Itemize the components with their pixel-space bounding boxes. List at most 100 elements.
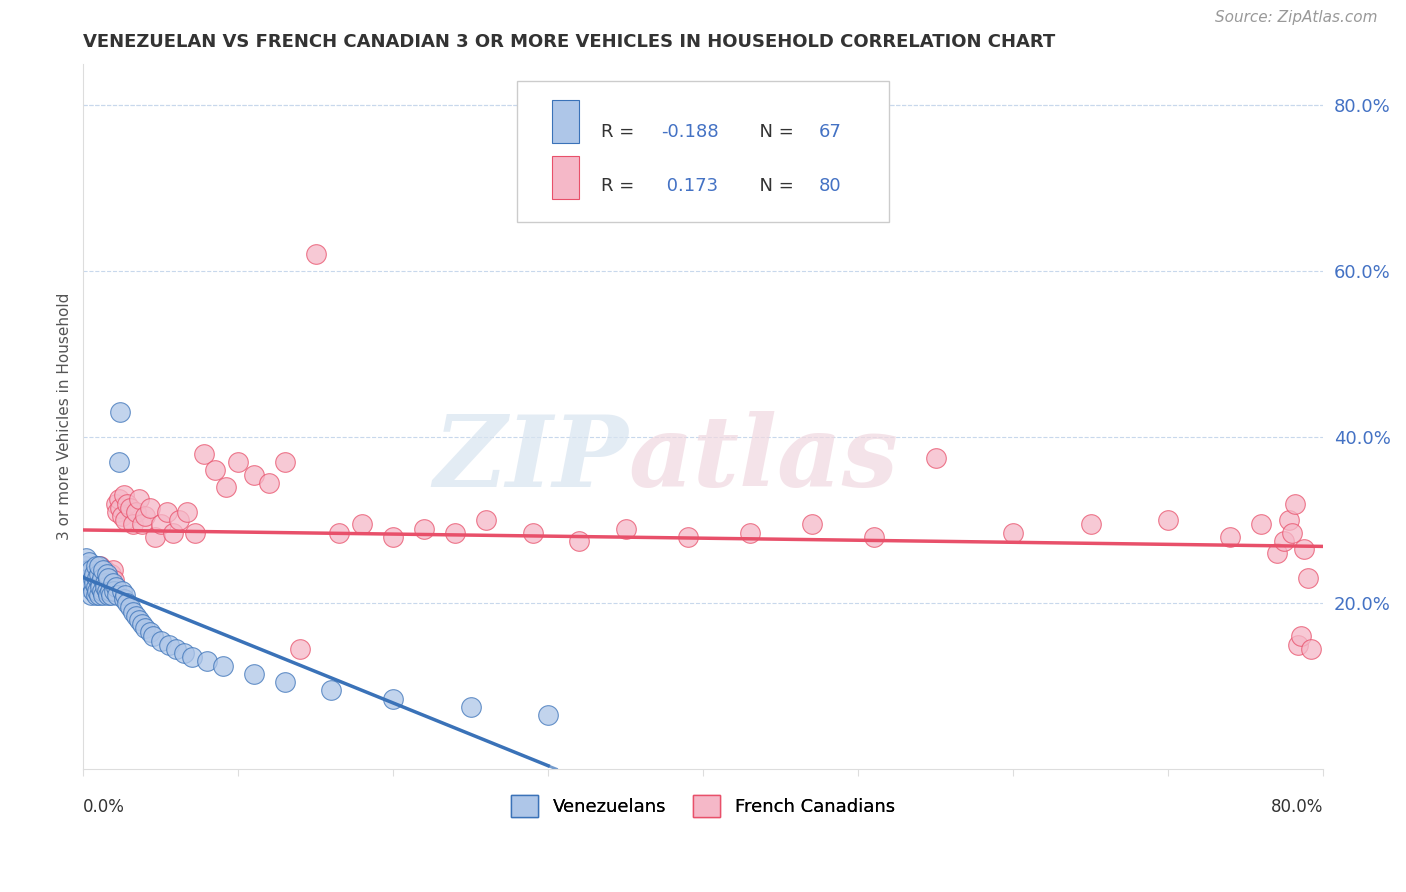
Point — [1281, 525, 1303, 540]
Point — [93, 575, 115, 590]
Point — [115, 596, 138, 610]
Point — [115, 497, 138, 511]
Point — [1296, 571, 1319, 585]
Point — [87, 558, 110, 573]
Point — [242, 666, 264, 681]
Point — [800, 517, 823, 532]
Point — [165, 642, 187, 657]
Point — [77, 580, 100, 594]
Point — [96, 583, 118, 598]
Point — [101, 563, 124, 577]
Point — [77, 575, 100, 590]
Point — [83, 563, 105, 577]
Point — [274, 675, 297, 690]
Text: VENEZUELAN VS FRENCH CANADIAN 3 OR MORE VEHICLES IN HOUSEHOLD CORRELATION CHART: VENEZUELAN VS FRENCH CANADIAN 3 OR MORE … — [83, 33, 1056, 51]
Point — [82, 580, 104, 594]
Point — [211, 658, 233, 673]
Point — [104, 497, 127, 511]
Point — [122, 517, 145, 532]
Point — [83, 575, 105, 590]
Point — [83, 567, 105, 582]
Text: N =: N = — [748, 123, 799, 141]
Point — [108, 492, 131, 507]
Point — [738, 525, 761, 540]
Point — [1299, 642, 1322, 657]
Point — [79, 563, 101, 577]
Point — [112, 592, 135, 607]
Point — [1265, 546, 1288, 560]
Text: N =: N = — [748, 177, 799, 195]
Point — [475, 513, 498, 527]
Point — [125, 505, 148, 519]
Point — [100, 588, 122, 602]
FancyBboxPatch shape — [517, 81, 889, 222]
Text: 0.0%: 0.0% — [83, 797, 125, 815]
Point — [924, 450, 946, 465]
Text: R =: R = — [602, 123, 641, 141]
Point — [104, 580, 127, 594]
Point — [195, 654, 218, 668]
Text: R =: R = — [602, 177, 641, 195]
Text: -0.188: -0.188 — [661, 123, 718, 141]
Point — [84, 558, 107, 573]
Point — [111, 509, 134, 524]
Point — [444, 525, 467, 540]
Point — [87, 567, 110, 582]
Point — [75, 571, 97, 585]
Point — [614, 522, 637, 536]
Point — [90, 571, 112, 585]
Point — [98, 583, 121, 598]
Point — [114, 588, 136, 602]
Legend: Venezuelans, French Canadians: Venezuelans, French Canadians — [503, 788, 903, 824]
Point — [118, 500, 141, 515]
Point — [242, 467, 264, 482]
Point — [80, 575, 103, 590]
Point — [676, 530, 699, 544]
Point — [82, 571, 104, 585]
Point — [86, 571, 108, 585]
Point — [86, 583, 108, 598]
Point — [169, 513, 191, 527]
Text: atlas: atlas — [628, 410, 898, 507]
Point — [460, 700, 482, 714]
Point — [134, 621, 156, 635]
Point — [139, 625, 162, 640]
Point — [134, 509, 156, 524]
Point — [149, 517, 172, 532]
Point — [82, 583, 104, 598]
Y-axis label: 3 or more Vehicles in Household: 3 or more Vehicles in Household — [58, 293, 72, 541]
Point — [101, 575, 124, 590]
Point — [321, 683, 343, 698]
Point — [77, 563, 100, 577]
Point — [1002, 525, 1025, 540]
Point — [382, 691, 405, 706]
Point — [108, 455, 131, 469]
Point — [215, 480, 238, 494]
Point — [84, 588, 107, 602]
Point — [90, 571, 112, 585]
Point — [87, 588, 110, 602]
Point — [118, 600, 141, 615]
Point — [162, 525, 184, 540]
Point — [128, 492, 150, 507]
Point — [94, 563, 117, 577]
Point — [87, 580, 110, 594]
Point — [1219, 530, 1241, 544]
Point — [1272, 533, 1295, 548]
Point — [110, 500, 132, 515]
Point — [568, 533, 591, 548]
Point — [89, 575, 111, 590]
Point — [75, 571, 97, 585]
FancyBboxPatch shape — [553, 156, 579, 199]
Point — [103, 583, 125, 598]
Point — [352, 517, 374, 532]
Point — [1278, 513, 1301, 527]
Point — [97, 571, 120, 585]
Point — [131, 617, 153, 632]
Text: ZIP: ZIP — [434, 410, 628, 507]
Point — [204, 463, 226, 477]
Point — [328, 525, 350, 540]
Point — [122, 605, 145, 619]
Point — [1157, 513, 1180, 527]
Point — [1080, 517, 1102, 532]
